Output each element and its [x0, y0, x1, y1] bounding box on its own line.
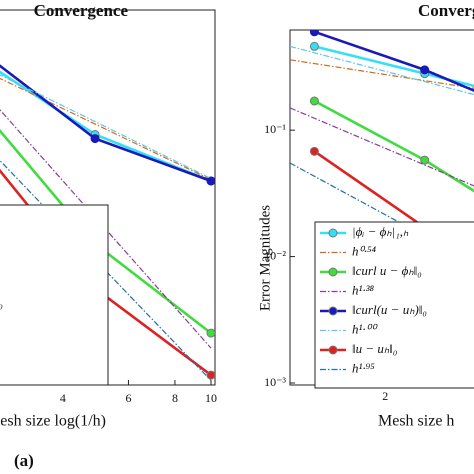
- x-tick-label: 8: [172, 391, 178, 405]
- legend-marker: [328, 228, 338, 238]
- y-tick-label: 10⁻³: [264, 375, 286, 389]
- x-axis-label: Mesh size h: [378, 413, 454, 430]
- legend-label: h¹·⁰⁰: [352, 321, 378, 336]
- panel-label: (a): [14, 451, 34, 470]
- legend-label: ‖curl(u − uₕ)‖₀: [0, 295, 3, 310]
- series-line: [314, 45, 474, 88]
- legend: |ϕᵢ − ϕₕ|₁,ₕh⁰·⁵⁴‖curl u − ϕₕ‖₀h¹·³⁸‖cur…: [0, 204, 109, 386]
- point: [309, 30, 319, 37]
- legend-marker: [328, 345, 338, 355]
- point: [309, 96, 319, 106]
- reference-line: [290, 107, 474, 187]
- point: [206, 370, 215, 380]
- legend-marker: [328, 267, 338, 277]
- legend-label: |ϕᵢ − ϕₕ|₁,ₕ: [352, 224, 409, 239]
- point: [206, 328, 215, 338]
- y-tick-label: 10⁻¹: [264, 122, 286, 136]
- series-line: [0, 64, 212, 183]
- chart-title: Convergence: [418, 1, 474, 20]
- legend-label: ‖curl u − ϕₕ‖₀: [352, 263, 422, 278]
- series-line: [313, 99, 474, 193]
- x-axis-label: Mesh size log(1/h): [0, 413, 106, 430]
- legend-label: h⁰·⁵⁴: [352, 243, 376, 258]
- chart: Convergence Mesh size log(1/h) 4 6 8 10 |ϕᵢ − …: [0, 1, 217, 430]
- x-tick-label: 6: [125, 391, 131, 405]
- point: [420, 65, 430, 75]
- reference-line: [290, 45, 474, 96]
- legend: |ϕᵢ − ϕₕ|₁,ₕ h⁰·⁵⁴ ‖curl u − ϕₕ‖₀ h¹·³⁸ ‖cur…: [314, 221, 474, 389]
- point: [90, 134, 100, 144]
- legend-marker: [328, 306, 338, 316]
- point: [206, 176, 215, 186]
- legend-box: [314, 221, 474, 389]
- point: [420, 155, 430, 165]
- legend-label: ‖u − uₕ‖₀: [352, 341, 397, 356]
- point: [309, 146, 319, 156]
- legend-box: [0, 204, 109, 386]
- x-tick-label: 2: [382, 389, 388, 403]
- reference-line: [0, 77, 212, 181]
- legend-label: h¹·³⁸: [352, 282, 375, 297]
- y-tick-label: 10⁻²: [264, 248, 286, 262]
- reference-line: [0, 108, 212, 349]
- y-axis-label: Error Magnitudes: [257, 205, 273, 311]
- legend-label: h¹·⁹⁵: [352, 360, 375, 375]
- series-line: [0, 70, 212, 183]
- x-tick-label: 4: [60, 391, 66, 405]
- point: [309, 41, 319, 51]
- x-tick-label: 10: [205, 391, 217, 405]
- chart: Convergence Mesh size h Error Magnitudes 2 1…: [257, 1, 474, 430]
- legend-label: ‖curl(u − uₕ)‖₀: [352, 302, 427, 317]
- chart-title: Convergence: [34, 1, 129, 20]
- reference-line: [0, 74, 212, 180]
